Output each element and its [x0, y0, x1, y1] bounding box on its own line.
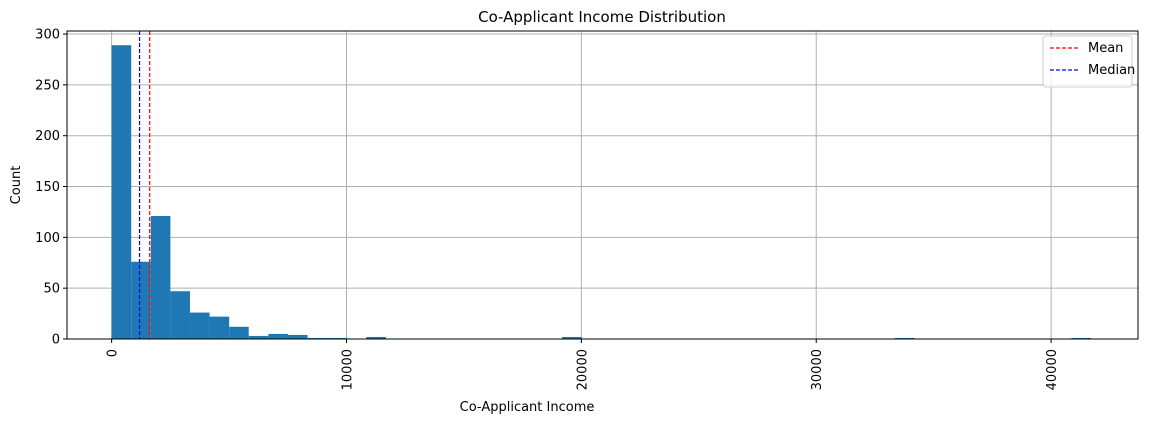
histogram-bars	[111, 45, 1092, 340]
y-tick-label: 250	[35, 78, 60, 93]
y-tick-label: 300	[35, 28, 60, 43]
histogram-bar	[366, 336, 386, 339]
histogram-bar	[248, 335, 269, 339]
plot-frame	[66, 30, 1139, 340]
legend-median-label: Median	[1088, 63, 1135, 78]
histogram-bar	[150, 216, 171, 339]
grid-lines	[67, 31, 1138, 340]
histogram-bar	[209, 316, 230, 339]
y-tick-label: 200	[35, 129, 60, 144]
reference-lines	[138, 31, 151, 339]
legend: Mean Median	[1042, 35, 1135, 88]
histogram-bar	[307, 337, 328, 339]
legend-box	[1042, 35, 1133, 88]
x-tick-label: 10000	[340, 349, 355, 390]
histogram-bar	[327, 337, 347, 339]
histogram-bar	[229, 326, 249, 339]
histogram-bar	[111, 45, 132, 340]
x-tick-label: 30000	[810, 349, 825, 390]
histogram-bar	[1071, 337, 1092, 339]
y-tick-label: 0	[52, 333, 60, 348]
y-axis-ticks: 0 50 100 150 200 250 300	[35, 28, 67, 348]
histogram-bar	[170, 291, 190, 339]
x-tick-label: 40000	[1045, 349, 1060, 390]
histogram-bar	[562, 336, 582, 339]
histogram-bar	[131, 261, 151, 339]
histogram-bar	[287, 334, 308, 339]
chart-title: Co-Applicant Income Distribution	[478, 8, 726, 26]
histogram-bar	[189, 312, 210, 339]
y-tick-label: 150	[35, 180, 60, 195]
histogram-bar	[268, 333, 288, 339]
y-axis-title: Count	[9, 166, 24, 205]
y-tick-label: 100	[35, 231, 60, 246]
legend-mean-label: Mean	[1088, 41, 1123, 56]
histogram-bar	[895, 337, 915, 339]
x-tick-label: 20000	[575, 349, 590, 390]
y-tick-label: 50	[43, 282, 60, 297]
x-axis-title: Co-Applicant Income	[460, 400, 595, 415]
x-tick-label: 0	[106, 349, 121, 357]
x-axis-ticks: 0 10000 20000 30000 40000	[106, 339, 1060, 390]
